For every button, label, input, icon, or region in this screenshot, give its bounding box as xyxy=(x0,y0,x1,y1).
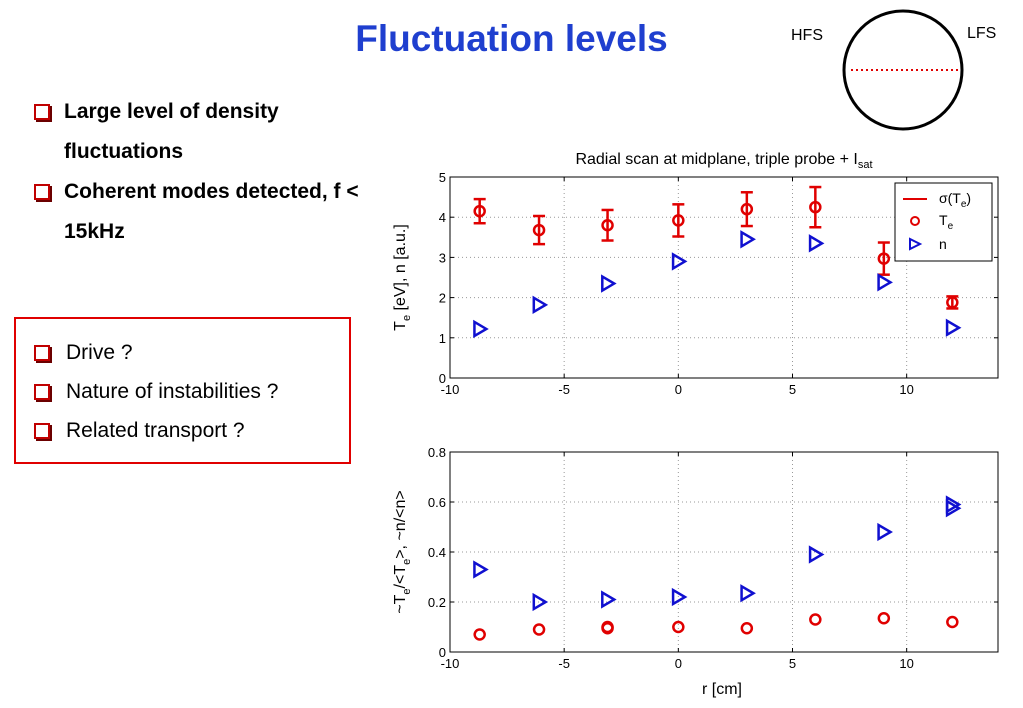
y-tick-label: 5 xyxy=(439,170,446,185)
y-tick-label: 3 xyxy=(439,250,446,265)
n-point xyxy=(945,318,962,337)
n-point xyxy=(877,273,893,292)
plot-frame xyxy=(449,176,999,379)
legend-sigma-label: σ(Te) xyxy=(939,190,971,210)
bullet-text: Coherent modes detected, f < 15kHz xyxy=(64,180,359,243)
te-point xyxy=(672,620,685,634)
n-point xyxy=(877,522,893,542)
n-point xyxy=(532,295,549,315)
x-tick-label: -10 xyxy=(441,382,460,397)
slide-title: Fluctuation levels xyxy=(355,18,668,59)
te-point xyxy=(877,612,891,625)
te-point xyxy=(809,613,822,626)
n-point xyxy=(740,230,756,249)
vessel-circle xyxy=(842,9,964,131)
te-point xyxy=(532,623,546,636)
legend-n-marker xyxy=(909,237,923,251)
questions-box: Drive ? Nature of instabilities ? Relate… xyxy=(14,317,351,464)
chart-panel-1: -10 -5 0 5 10 0 1 2 3 4 5 Radial scan at midplane, … xyxy=(392,151,999,397)
legend-te-label: Te xyxy=(939,212,954,232)
y-axis-label: Te [eV], n [a.u.] xyxy=(392,224,413,331)
te-point xyxy=(740,622,754,635)
te-point xyxy=(946,296,959,309)
legend-te-marker xyxy=(910,216,920,226)
te-point xyxy=(946,615,959,629)
chart-panel-2: -10 -5 0 5 10 0 0.2 0.4 0.6 0.8 r [cm] ~Te/<Te>, ~n… xyxy=(392,445,999,698)
legend: σ(Te)Te n xyxy=(894,182,993,262)
y-tick-label: 4 xyxy=(439,210,446,225)
x-tick-label: 5 xyxy=(789,382,796,397)
hfs-label: HFS xyxy=(791,27,823,44)
x-axis-label: r [cm] xyxy=(702,681,742,698)
te-point xyxy=(473,628,486,641)
bullet-item: Drive ? xyxy=(32,333,278,372)
x-tick-label: 5 xyxy=(789,656,796,671)
n-point xyxy=(601,590,617,609)
x-tick-label: -5 xyxy=(558,382,570,397)
y-tick-label: 0.8 xyxy=(428,445,446,460)
bullet-item: Nature of instabilities ? xyxy=(32,372,278,411)
x-tick-label: 0 xyxy=(675,656,682,671)
n-point xyxy=(945,499,962,518)
plot-frame xyxy=(449,451,999,653)
top-bullet-list: Large level of density fluctuations Cohe… xyxy=(32,92,362,252)
te-point xyxy=(809,200,822,214)
checkbox-bullet-icon xyxy=(34,423,50,439)
legend-box xyxy=(894,182,993,262)
n-point xyxy=(532,592,549,612)
legend-n-label: n xyxy=(939,236,947,252)
n-point xyxy=(808,545,825,564)
te-point xyxy=(601,622,614,635)
bullet-item: Coherent modes detected, f < 15kHz xyxy=(32,172,362,252)
checkbox-bullet-icon xyxy=(34,104,50,120)
n-point xyxy=(473,319,489,339)
x-tick-label: -10 xyxy=(441,656,460,671)
y-tick-label: 0.4 xyxy=(428,545,446,560)
te-point xyxy=(877,252,891,265)
te-point xyxy=(532,223,546,237)
te-point xyxy=(601,620,614,634)
lfs-label: LFS xyxy=(967,25,996,42)
te-point xyxy=(740,202,754,216)
bullet-text: Nature of instabilities ? xyxy=(66,380,279,403)
checkbox-bullet-icon xyxy=(34,384,50,400)
y-tick-label: 1 xyxy=(439,331,446,346)
bullet-text: Related transport ? xyxy=(66,419,245,442)
n-point xyxy=(601,274,617,293)
bullet-text: Drive ? xyxy=(66,341,133,364)
n-point xyxy=(671,587,688,607)
bullet-item: Large level of density fluctuations xyxy=(32,92,362,172)
bullet-item: Related transport ? xyxy=(32,411,278,450)
y-tick-label: 0 xyxy=(439,645,446,660)
n-point xyxy=(808,234,825,253)
y-tick-label: 0.6 xyxy=(428,495,446,510)
y-tick-label: 2 xyxy=(439,291,446,306)
checkbox-bullet-icon xyxy=(34,184,50,200)
x-tick-label: 10 xyxy=(899,382,913,397)
y-tick-label: 0.2 xyxy=(428,595,446,610)
te-point xyxy=(473,204,486,218)
n-point xyxy=(671,252,688,271)
chart-title: Radial scan at midplane, triple probe + … xyxy=(575,151,872,171)
te-point xyxy=(672,214,685,227)
x-tick-label: -5 xyxy=(558,656,570,671)
machine-cross-section-diagram: HFS LFS xyxy=(791,9,996,131)
y-axis-label: ~Te/<Te>, ~n/<n> xyxy=(392,490,413,613)
n-point xyxy=(473,560,489,579)
n-point xyxy=(945,495,962,514)
bullet-text: Large level of density fluctuations xyxy=(64,100,279,163)
x-tick-label: 0 xyxy=(675,382,682,397)
te-point xyxy=(601,218,614,232)
n-point xyxy=(740,584,756,603)
x-tick-label: 10 xyxy=(899,656,913,671)
checkbox-bullet-icon xyxy=(34,345,50,361)
y-tick-label: 0 xyxy=(439,371,446,386)
